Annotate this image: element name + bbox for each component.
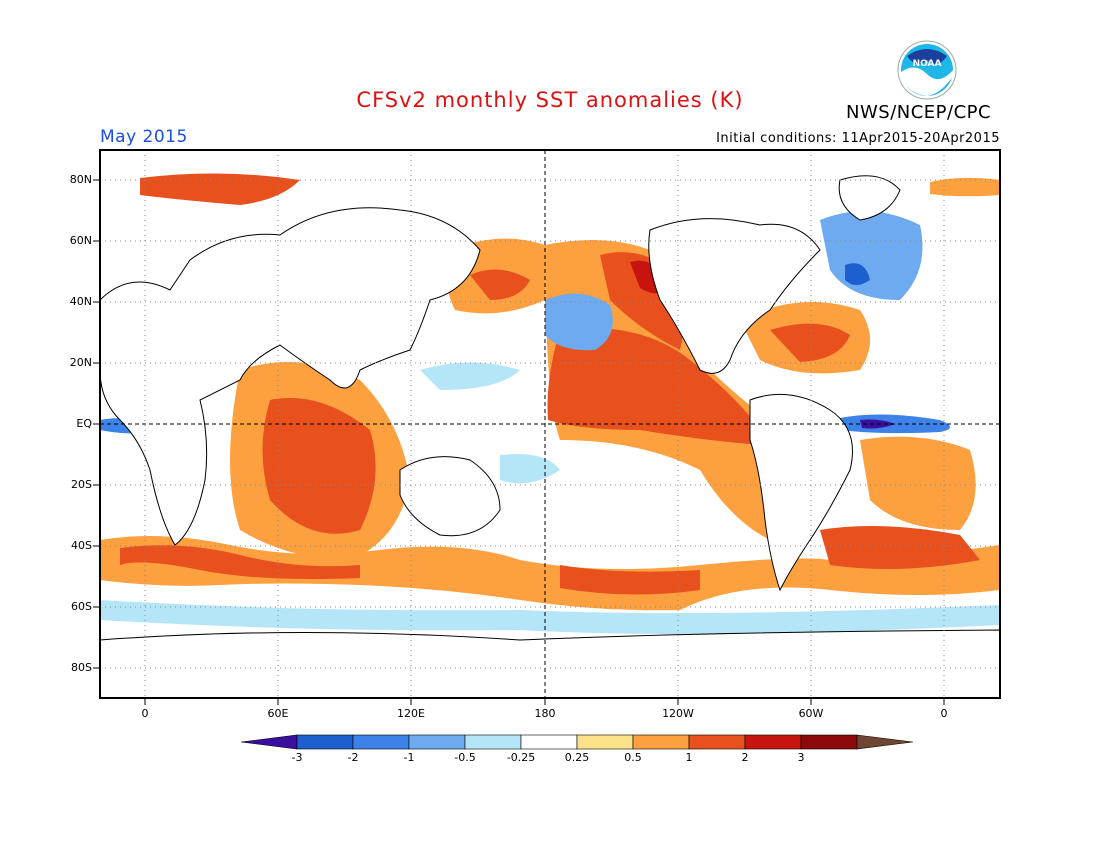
colorbar-segment xyxy=(240,734,298,750)
lon-label: 120W xyxy=(662,707,694,720)
initial-conditions: Initial conditions: 11Apr2015-20Apr2015 xyxy=(716,131,1000,146)
lat-label: 40N xyxy=(69,295,92,308)
forecast-month: May 2015 xyxy=(100,127,188,147)
agency-label: NWS/NCEP/CPC xyxy=(846,102,992,123)
lat-label: 60N xyxy=(69,234,92,247)
map-title: CFSv2 monthly SST anomalies (K) xyxy=(356,88,744,112)
colorbar-label: -3 xyxy=(291,751,303,764)
lon-label: 60W xyxy=(798,707,824,720)
colorbar-segment xyxy=(856,734,914,750)
colorbar-segment xyxy=(688,734,746,750)
lat-label: EQ xyxy=(76,417,92,430)
colorbar-segment xyxy=(464,734,522,750)
lat-label: 80N xyxy=(69,173,92,186)
lat-label: 60S xyxy=(71,600,92,613)
colorbar-label: 1 xyxy=(685,751,693,764)
noaa-logo-text: NOAA xyxy=(913,59,942,69)
colorbar-segment xyxy=(632,734,690,750)
lon-label: 60E xyxy=(267,707,289,720)
lat-label: 20N xyxy=(69,356,92,369)
lat-label: 40S xyxy=(71,539,92,552)
graticule xyxy=(100,150,1000,698)
lat-label: 20S xyxy=(71,478,92,491)
colorbar-segment xyxy=(576,734,634,750)
colorbar-label: 3 xyxy=(797,751,805,764)
colorbar-label: -0.5 xyxy=(454,751,476,764)
colorbar-label: -2 xyxy=(347,751,359,764)
lat-label: 80S xyxy=(71,661,92,674)
noaa-logo: NOAA xyxy=(897,40,957,100)
colorbar-segment xyxy=(408,734,466,750)
colorbar-label: -1 xyxy=(403,751,415,764)
colorbar-segment xyxy=(800,734,858,750)
lon-label: 120E xyxy=(397,707,425,720)
colorbar-segment xyxy=(352,734,410,750)
colorbar-segment xyxy=(520,734,578,750)
colorbar-segment xyxy=(744,734,802,750)
colorbar-label: 2 xyxy=(741,751,749,764)
colorbar-label: 0.5 xyxy=(624,751,642,764)
colorbar-segment xyxy=(296,734,354,750)
lon-label: 0 xyxy=(141,707,149,720)
colorbar-label: -0.25 xyxy=(506,751,536,764)
colorbar-label: 0.25 xyxy=(564,751,590,764)
lon-label: 0 xyxy=(940,707,948,720)
lon-label: 180 xyxy=(534,707,556,720)
